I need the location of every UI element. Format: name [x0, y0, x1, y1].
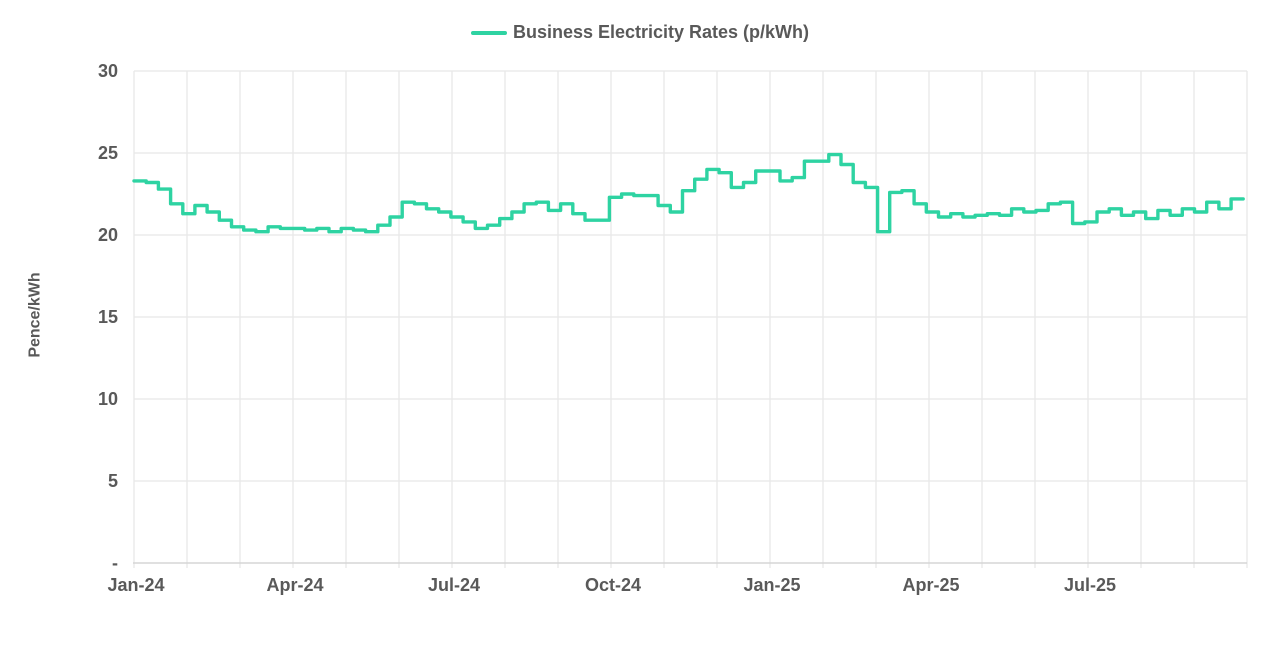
y-tick-label: 10 [98, 389, 118, 409]
x-tick-label: Jul-25 [1064, 575, 1116, 595]
x-tick-label: Apr-25 [902, 575, 959, 595]
x-tick-label: Jan-24 [107, 575, 164, 595]
y-tick-label: 15 [98, 307, 118, 327]
legend-line-swatch [470, 30, 507, 35]
y-tick-label: 20 [98, 225, 118, 245]
x-tick-label: Apr-24 [266, 575, 323, 595]
y-tick-label: - [112, 553, 118, 573]
x-tick-label: Oct-24 [585, 575, 641, 595]
x-tick-label: Jul-24 [428, 575, 480, 595]
y-tick-label: 5 [108, 471, 118, 491]
x-tick-label: Jan-25 [743, 575, 800, 595]
data-line [132, 152, 1245, 234]
y-tick-label: 25 [98, 143, 118, 163]
y-tick-label: 30 [98, 61, 118, 81]
legend-label: Business Electricity Rates (p/kWh) [512, 22, 810, 42]
chart-legend: Business Electricity Rates (p/kWh) [0, 22, 1280, 43]
